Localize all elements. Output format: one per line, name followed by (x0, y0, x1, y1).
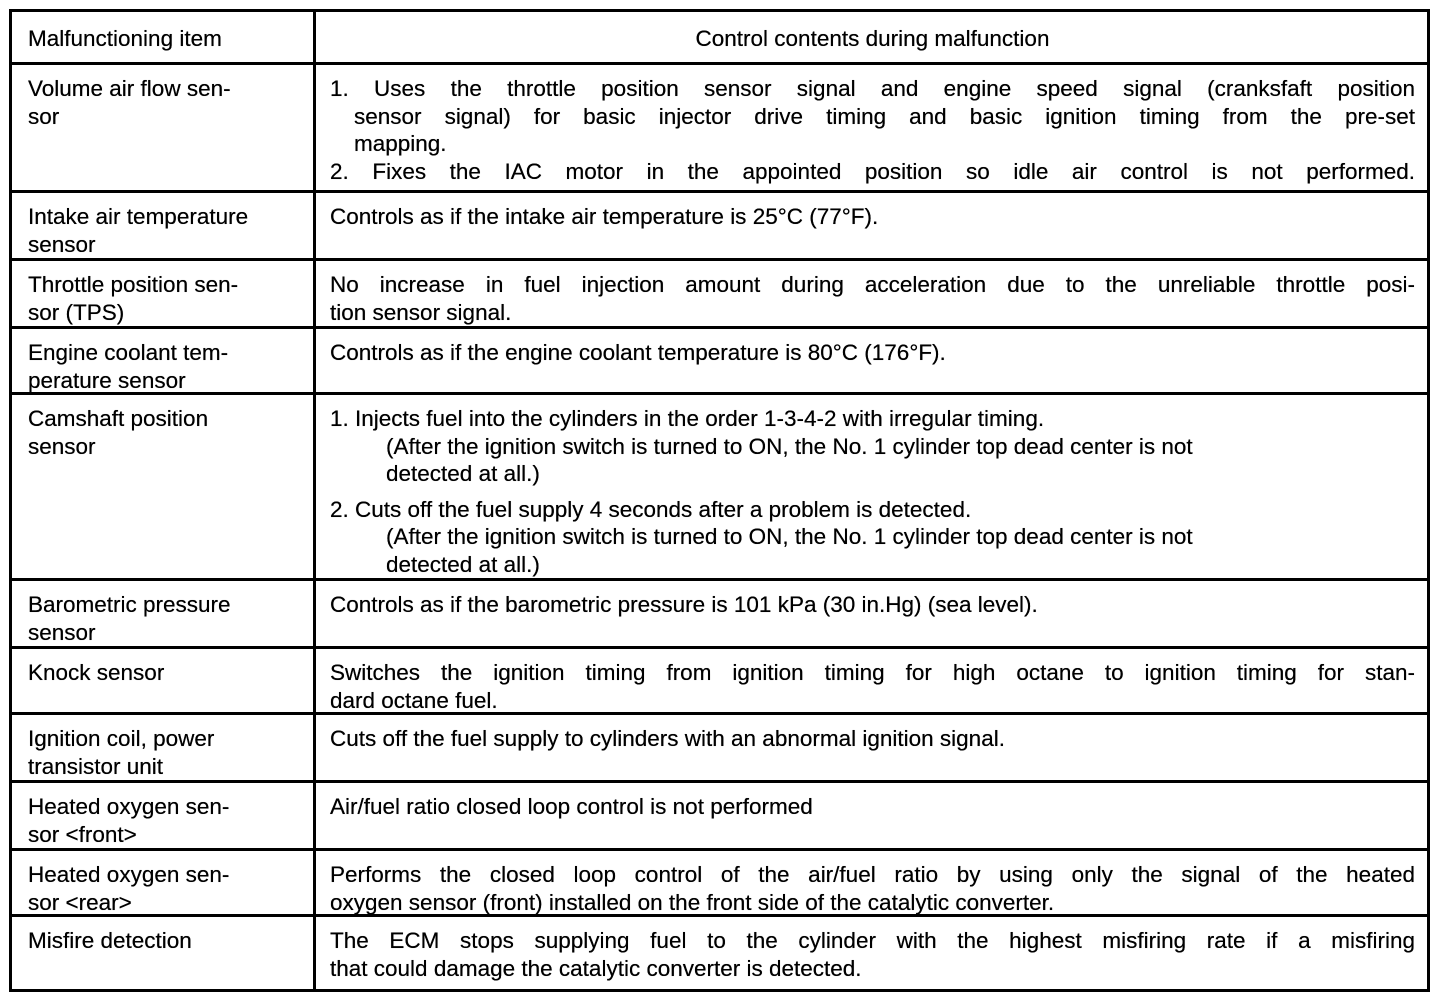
control-text-line: detected at all.) (386, 551, 540, 577)
item-text-line: perature sensor (28, 367, 186, 393)
item-text-line: transistor unit (28, 753, 164, 779)
control-text-line: 2. Fixes the IAC motor in the appointed … (330, 158, 1415, 184)
control-contents-cell: 1. Uses the throttle position sensor sig… (316, 62, 1427, 190)
item-text-line: Camshaft position (28, 406, 209, 431)
control-text-line: that could damage the catalytic converte… (330, 955, 862, 981)
item-text-line: Barometric pressure (28, 592, 231, 617)
header-cell-item: Malfunctioning item (12, 12, 316, 62)
malfunctioning-item-cell: Misfire detection (12, 914, 316, 992)
table-row: Misfire detection The ECM stops supplying… (12, 914, 1427, 992)
control-text-line: mapping. (354, 131, 447, 156)
control-text-line: 1. Uses the throttle position sensor sig… (330, 76, 1415, 101)
item-text-line: Throttle position sen- (28, 272, 239, 297)
malfunctioning-item-cell: Heated oxygen sen-sor <front> (12, 780, 316, 848)
malfunctioning-item-cell: Heated oxygen sen-sor <rear> (12, 848, 316, 915)
header-cell-control: Control contents during malfunction (316, 12, 1427, 62)
table-row: Throttle position sen-sor (TPS) No increa… (12, 258, 1427, 329)
control-text-line: No increase in fuel injection amount dur… (330, 272, 1415, 297)
control-text-line: 2. Cuts off the fuel supply 4 seconds af… (330, 496, 972, 522)
item-text-line: sensor (28, 433, 96, 459)
control-text-line: sensor signal) for basic injector drive … (354, 103, 1415, 129)
item-text-line: Heated oxygen sen- (28, 794, 230, 819)
item-text-line: Heated oxygen sen- (28, 862, 230, 887)
control-text-line: Controls as if the barometric pressure i… (330, 592, 1038, 617)
item-text-line: sor <front> (28, 821, 137, 847)
table-row: Camshaft position sensor 1. Injects fuel i… (12, 392, 1427, 581)
item-text-line: Misfire detection (28, 928, 192, 953)
malfunctioning-item-cell: Knock sensor (12, 646, 316, 712)
malfunctioning-item-cell: Ignition coil, power transistor unit (12, 712, 316, 780)
table-row: Engine coolant tem-perature sensor Contro… (12, 326, 1427, 395)
malfunctioning-item-cell: Engine coolant tem-perature sensor (12, 326, 316, 393)
control-text-line: Controls as if the intake air temperatur… (330, 204, 879, 229)
item-text-line: sensor (28, 231, 96, 257)
table-row: Intake air temperature sensor Controls as … (12, 190, 1427, 261)
item-text-line: Volume air flow sen- (28, 76, 231, 101)
control-text-line: oxygen sensor (front) installed on the f… (330, 889, 1055, 915)
control-contents-cell: Cuts off the fuel supply to cylinders wi… (316, 712, 1427, 780)
item-text-line: Knock sensor (28, 660, 165, 685)
control-text-line: dard octane fuel. (330, 687, 498, 713)
control-text-line: Cuts off the fuel supply to cylinders wi… (330, 726, 1005, 751)
item-text-line: sor (TPS) (28, 299, 125, 325)
control-contents-cell: Switches the ignition timing from igniti… (316, 646, 1427, 713)
table-row: Barometric pressure sensor Controls as if … (12, 578, 1427, 649)
control-text-line: tion sensor signal. (330, 299, 512, 325)
control-text-line: detected at all.) (386, 461, 540, 486)
control-contents-cell: 1. Injects fuel into the cylinders in th… (316, 392, 1427, 578)
malfunctioning-item-cell: Intake air temperature sensor (12, 190, 316, 258)
header-item-label: Malfunctioning item (28, 26, 222, 51)
item-text-line: Intake air temperature (28, 204, 249, 229)
malfunctioning-item-cell: Barometric pressure sensor (12, 578, 316, 646)
item-text-line: sor (28, 103, 60, 129)
item-text-line: Engine coolant tem- (28, 340, 229, 365)
control-text-line: Air/fuel ratio closed loop control is no… (330, 794, 813, 819)
control-contents-cell: Controls as if the intake air temperatur… (316, 190, 1427, 258)
control-contents-cell: Air/fuel ratio closed loop control is no… (316, 780, 1427, 848)
item-text-line: sor <rear> (28, 889, 132, 915)
header-control-label: Control contents during malfunction (695, 26, 1050, 51)
item-text-line: Ignition coil, power (28, 726, 215, 751)
control-contents-cell: Performs the closed loop control of the … (316, 848, 1427, 915)
control-contents-cell: No increase in fuel injection amount dur… (316, 258, 1427, 326)
table-header-row: Malfunctioning item Control contents dur… (12, 12, 1427, 65)
item-text-line: sensor (28, 619, 96, 645)
control-contents-cell: Controls as if the barometric pressure i… (316, 578, 1427, 646)
control-text-line: Switches the ignition timing from igniti… (330, 660, 1415, 685)
table-row: Knock sensor Switches the ignition timing… (12, 646, 1427, 715)
malfunctioning-item-cell: Throttle position sen-sor (TPS) (12, 258, 316, 326)
control-contents-cell: The ECM stops supplying fuel to the cyli… (316, 914, 1427, 992)
table-row: Ignition coil, power transistor unit Cuts … (12, 712, 1427, 783)
control-text-line: The ECM stops supplying fuel to the cyli… (330, 928, 1415, 953)
table-row: Volume air flow sen-sor 1. Uses the throt… (12, 62, 1427, 193)
control-contents-cell: Controls as if the engine coolant temper… (316, 326, 1427, 392)
control-text-line: Controls as if the engine coolant temper… (330, 340, 946, 365)
control-text-line: (After the ignition switch is turned to … (386, 524, 1193, 549)
control-text-line: Performs the closed loop control of the … (330, 862, 1415, 887)
table-row: Heated oxygen sen-sor <front> Air/fuel ra… (12, 780, 1427, 851)
control-text-line: (After the ignition switch is turned to … (386, 433, 1193, 459)
table-row: Heated oxygen sen-sor <rear> Performs the… (12, 848, 1427, 917)
malfunctioning-item-cell: Camshaft position sensor (12, 392, 316, 578)
malfunction-control-table: Malfunctioning item Control contents dur… (9, 9, 1430, 992)
malfunctioning-item-cell: Volume air flow sen-sor (12, 62, 316, 190)
control-text-line: 1. Injects fuel into the cylinders in th… (330, 406, 1045, 431)
